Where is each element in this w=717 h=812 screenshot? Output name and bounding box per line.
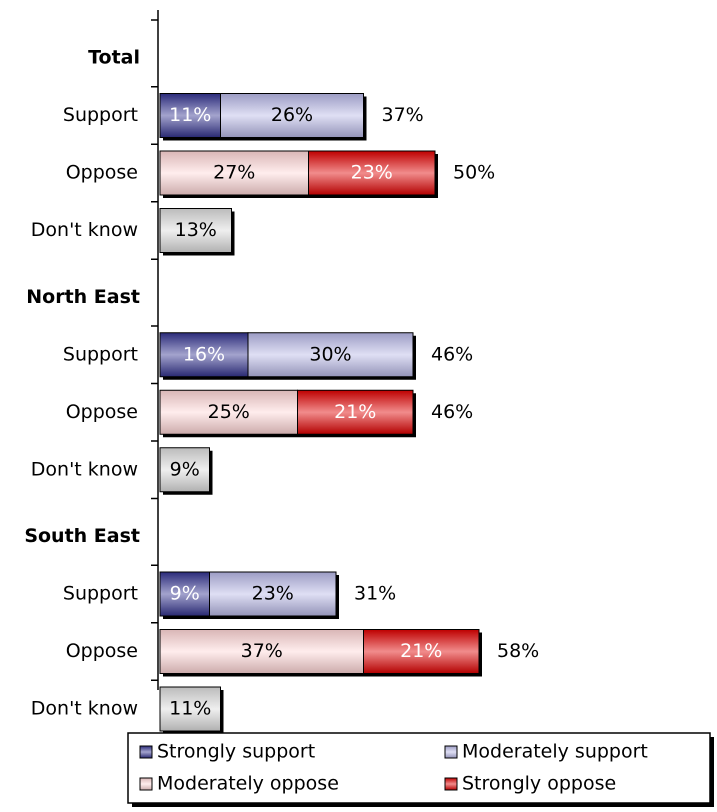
legend-swatch bbox=[444, 745, 458, 759]
data-label: 11% bbox=[169, 104, 211, 126]
total-label: 46% bbox=[431, 343, 473, 365]
category-label: Oppose bbox=[66, 640, 138, 662]
category-label: Support bbox=[63, 104, 138, 126]
category-label: Don't know bbox=[31, 458, 138, 480]
data-label: 23% bbox=[252, 583, 294, 605]
data-label: 37% bbox=[241, 640, 283, 662]
legend-swatch bbox=[139, 777, 153, 791]
data-label: 11% bbox=[169, 698, 211, 720]
bar-segment bbox=[159, 686, 221, 732]
legend-label: Strongly support bbox=[157, 741, 315, 763]
bar-segment bbox=[297, 389, 414, 435]
legend-label: Moderately support bbox=[462, 741, 648, 763]
legend-label: Moderately oppose bbox=[157, 773, 339, 795]
group-heading: South East bbox=[24, 525, 140, 547]
bar-segment bbox=[209, 571, 337, 617]
total-label: 50% bbox=[453, 162, 495, 184]
category-labels: Total Support Oppose Don't know North East Su… bbox=[24, 47, 140, 720]
total-label: 46% bbox=[431, 401, 473, 423]
legend-swatch bbox=[139, 745, 153, 759]
bar-segment bbox=[308, 150, 436, 196]
total-label: 31% bbox=[354, 583, 396, 605]
data-label: 16% bbox=[183, 343, 225, 365]
legend-box bbox=[127, 732, 711, 804]
category-label: Support bbox=[63, 343, 138, 365]
group-heading: North East bbox=[26, 286, 140, 308]
data-label: 23% bbox=[351, 162, 393, 184]
y-axis bbox=[151, 10, 159, 739]
group-heading: Total bbox=[88, 47, 140, 69]
bar-segment bbox=[159, 389, 298, 435]
bar-segment bbox=[247, 332, 414, 378]
data-label: 26% bbox=[271, 104, 313, 126]
data-label: 9% bbox=[170, 583, 200, 605]
data-label: 30% bbox=[309, 343, 351, 365]
category-label: Don't know bbox=[31, 219, 138, 241]
bar-segment bbox=[220, 93, 364, 138]
category-label: Support bbox=[63, 583, 138, 605]
category-label: Oppose bbox=[66, 162, 138, 184]
bar-segment bbox=[159, 208, 232, 253]
legend: Strongly support Moderately support Modera… bbox=[127, 732, 714, 807]
data-label: 21% bbox=[400, 640, 442, 662]
legend-swatch bbox=[444, 777, 458, 791]
bar-segment bbox=[159, 332, 249, 378]
data-label: 27% bbox=[213, 162, 255, 184]
bar-segment bbox=[159, 150, 309, 196]
bars: 11% 26% 37% 27% 23% 50% 13% 16% 30% 46% 25% 21% 46% 9… bbox=[159, 93, 539, 734]
bar-segment bbox=[159, 447, 210, 493]
bar-segment bbox=[159, 629, 364, 674]
total-label: 58% bbox=[497, 640, 539, 662]
legend-label: Strongly oppose bbox=[462, 773, 616, 795]
bar-segment bbox=[159, 571, 210, 617]
data-label: 21% bbox=[334, 401, 376, 423]
category-label: Oppose bbox=[66, 401, 138, 423]
category-label: Don't know bbox=[31, 698, 138, 720]
bar-segment bbox=[159, 93, 221, 138]
total-label: 37% bbox=[382, 104, 424, 126]
bar-segment bbox=[363, 629, 480, 674]
data-label: 13% bbox=[175, 219, 217, 241]
data-label: 9% bbox=[170, 458, 200, 480]
data-label: 25% bbox=[208, 401, 250, 423]
